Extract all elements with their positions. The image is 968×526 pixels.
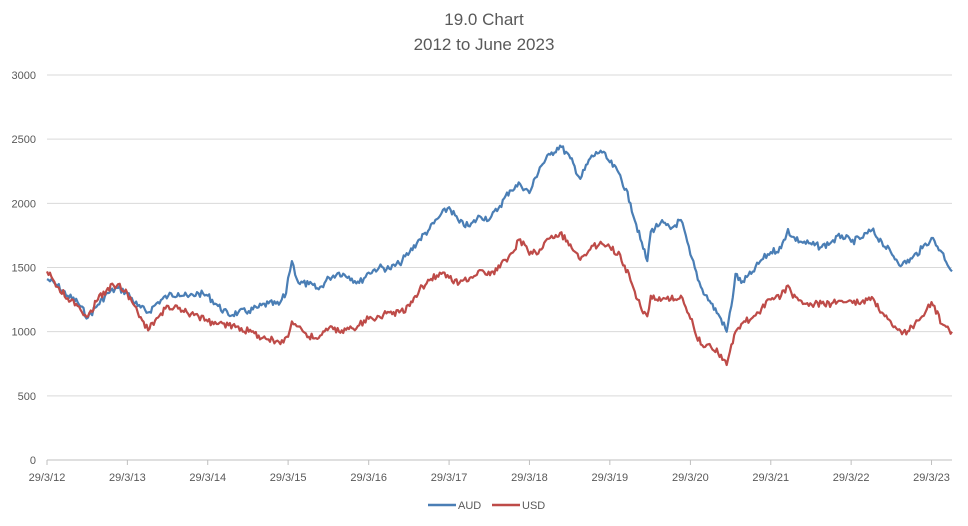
x-tick-label: 29/3/16 <box>350 472 387 484</box>
x-tick-label: 29/3/13 <box>109 472 146 484</box>
x-tick-label: 29/3/18 <box>511 472 548 484</box>
legend-label-aud: AUD <box>458 500 481 512</box>
x-tick-label: 29/3/22 <box>833 472 870 484</box>
chart-subtitle: 2012 to June 2023 <box>413 35 555 54</box>
y-tick-label: 0 <box>30 455 36 467</box>
y-tick-label: 2000 <box>12 198 36 210</box>
y-tick-label: 2500 <box>12 134 36 146</box>
y-tick-label: 1000 <box>12 327 36 339</box>
chart-title: 19.0 Chart <box>444 10 524 29</box>
series-line-usd <box>45 231 953 367</box>
series-line-aud <box>46 144 953 333</box>
y-tick-label: 3000 <box>12 70 36 82</box>
y-tick-label: 1500 <box>12 263 36 275</box>
x-tick-label: 29/3/21 <box>752 472 789 484</box>
x-tick-label: 29/3/19 <box>591 472 628 484</box>
y-tick-label: 500 <box>18 391 36 403</box>
x-tick-label: 29/3/15 <box>270 472 307 484</box>
legend-label-usd: USD <box>522 500 545 512</box>
x-tick-label: 29/3/23 <box>913 472 950 484</box>
x-tick-label: 29/3/17 <box>431 472 468 484</box>
x-tick-label: 29/3/12 <box>29 472 66 484</box>
x-tick-label: 29/3/14 <box>189 472 226 484</box>
x-tick-label: 29/3/20 <box>672 472 709 484</box>
